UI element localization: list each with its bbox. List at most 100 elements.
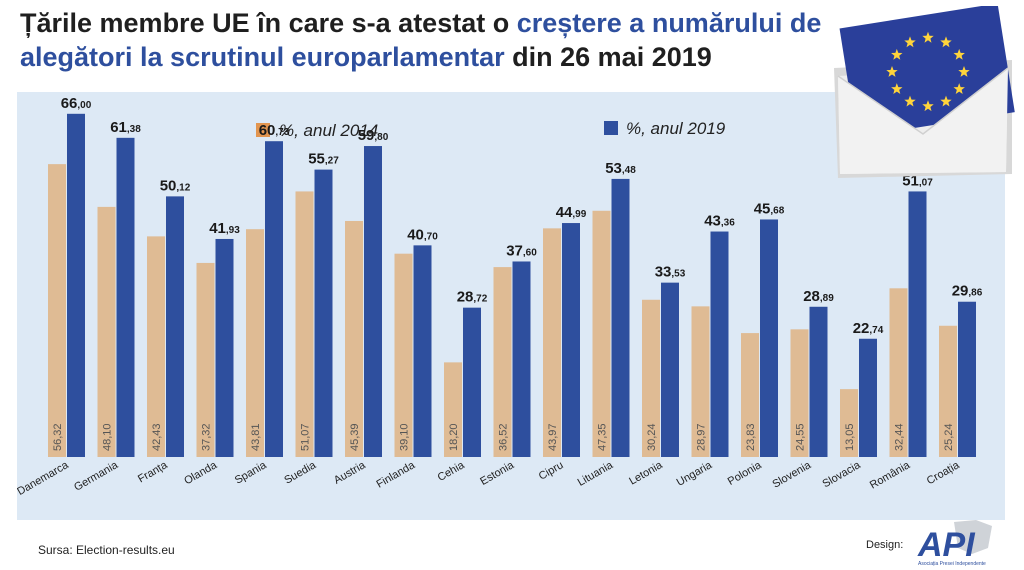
title-part1: Țările membre UE în care s-a atestat o — [20, 8, 517, 38]
data-label-2014: 45,39 — [349, 423, 361, 451]
data-label-2019-int: 37 — [506, 242, 523, 259]
data-label-2019: 28,89 — [803, 288, 834, 305]
data-label-2019-int: 29 — [952, 283, 969, 300]
data-label-2019-dec: ,38 — [127, 124, 141, 135]
bar-2019 — [809, 306, 828, 457]
category-label: Lituania — [576, 459, 616, 489]
bar-2014 — [394, 253, 413, 457]
category-label: Suedia — [282, 459, 318, 487]
data-label-2019-dec: ,73 — [275, 127, 289, 138]
data-label-2019-dec: ,80 — [374, 132, 388, 143]
design-label: Design: — [866, 539, 904, 551]
data-label-2019-int: 61 — [110, 119, 127, 136]
data-label-2019: 60,73 — [259, 122, 290, 139]
title-part2: din 26 mai 2019 — [504, 42, 712, 72]
category-label: Letonia — [627, 459, 665, 488]
eu-star-icon — [922, 100, 934, 112]
data-label-2014: 23,83 — [745, 423, 757, 451]
bar-2019 — [463, 307, 481, 457]
data-label-2019-int: 28 — [803, 288, 820, 305]
bar-2014 — [295, 191, 314, 457]
bar-2014 — [691, 306, 710, 457]
data-label-2019-int: 22 — [853, 320, 870, 337]
data-label-2014: 24,55 — [795, 423, 807, 451]
bar-2019 — [166, 196, 184, 457]
data-label-2014: 48,10 — [102, 423, 114, 451]
bar-2014 — [840, 389, 858, 457]
data-label-2014: 56,32 — [52, 423, 64, 451]
data-label-2019: 55,27 — [308, 151, 339, 168]
data-label-2019-dec: ,68 — [770, 205, 784, 216]
data-label-2019: 66,00 — [61, 95, 92, 112]
data-label-2019-int: 44 — [556, 204, 573, 221]
data-label-2019: 40,70 — [407, 226, 438, 243]
bar-2014 — [493, 267, 512, 457]
data-label-2014: 47,35 — [597, 423, 609, 451]
bar-2019 — [611, 178, 630, 457]
eu-star-icon — [953, 48, 965, 60]
data-label-2019-dec: ,53 — [671, 269, 685, 280]
data-label-2019: 33,53 — [655, 264, 686, 281]
category-label: Croația — [925, 459, 962, 488]
data-label-2019-int: 59 — [358, 127, 375, 144]
eu-star-icon — [886, 66, 898, 77]
bar-2019 — [265, 141, 283, 458]
data-label-2019-int: 45 — [754, 200, 771, 217]
bar-2014 — [246, 229, 264, 457]
category-label: Estonia — [478, 459, 517, 488]
data-label-2019: 59,80 — [358, 127, 389, 144]
eu-star-icon — [953, 83, 965, 94]
page-title: Țările membre UE în care s-a atestat o c… — [20, 6, 840, 74]
eu-star-icon — [958, 66, 970, 77]
eu-star-icon — [904, 95, 916, 107]
bar-2014 — [889, 288, 908, 457]
data-label-2019-dec: ,60 — [523, 247, 537, 258]
data-label-2019-dec: ,89 — [820, 293, 834, 304]
data-label-2019: 22,74 — [853, 320, 884, 337]
bar-2014 — [444, 362, 462, 457]
bar-2019 — [562, 223, 580, 457]
category-label: Cehia — [436, 459, 468, 484]
data-label-2019-int: 60 — [259, 122, 276, 139]
bar-2019 — [908, 191, 927, 457]
bar-2014 — [741, 333, 759, 457]
data-label-2019-dec: ,86 — [968, 288, 982, 299]
eu-star-icon — [891, 48, 903, 60]
category-label: Austria — [332, 459, 368, 487]
data-label-2014: 25,24 — [943, 423, 955, 451]
eu-star-icon — [904, 36, 916, 48]
bar-chart: %, anul 2014 %, anul 2019 56,32 66,00 Danema… — [17, 95, 983, 498]
category-label: Cipru — [537, 459, 566, 483]
bar-2019 — [512, 261, 531, 457]
bar-2019 — [760, 219, 778, 457]
data-label-2019-dec: ,72 — [473, 294, 487, 305]
data-label-2019: 41,93 — [209, 220, 240, 237]
data-label-2019-int: 55 — [308, 151, 325, 168]
data-label-2019-int: 66 — [61, 95, 78, 112]
data-label-2014: 51,07 — [300, 423, 312, 451]
eu-star-icon — [940, 95, 952, 107]
source-note: Sursa: Election-results.eu — [38, 543, 175, 557]
data-label-2019-dec: ,12 — [176, 182, 190, 193]
data-label-2019: 61,38 — [110, 119, 141, 136]
bar-2014 — [592, 210, 611, 457]
data-label-2019: 45,68 — [754, 200, 785, 217]
data-label-2014: 37,32 — [201, 423, 213, 451]
bar-2019 — [710, 231, 729, 457]
bar-2014 — [147, 236, 165, 457]
data-label-2014: 42,43 — [151, 423, 163, 451]
data-label-2014: 32,44 — [894, 423, 906, 451]
data-label-2019-int: 28 — [457, 289, 474, 306]
bar-2019 — [364, 146, 382, 457]
legend-swatch-2019 — [604, 121, 618, 135]
eu-star-icon — [940, 36, 952, 48]
api-logo-text: API — [917, 526, 976, 564]
data-label-2014: 30,24 — [646, 423, 658, 451]
bar-2014 — [642, 299, 660, 457]
data-label-2019-dec: ,27 — [325, 156, 339, 167]
data-label-2019-int: 43 — [704, 213, 721, 230]
data-label-2019: 53,48 — [605, 160, 636, 177]
data-label-2019: 51,07 — [902, 172, 933, 189]
data-label-2019-int: 40 — [407, 226, 424, 243]
data-label-2014: 28,97 — [696, 423, 708, 451]
